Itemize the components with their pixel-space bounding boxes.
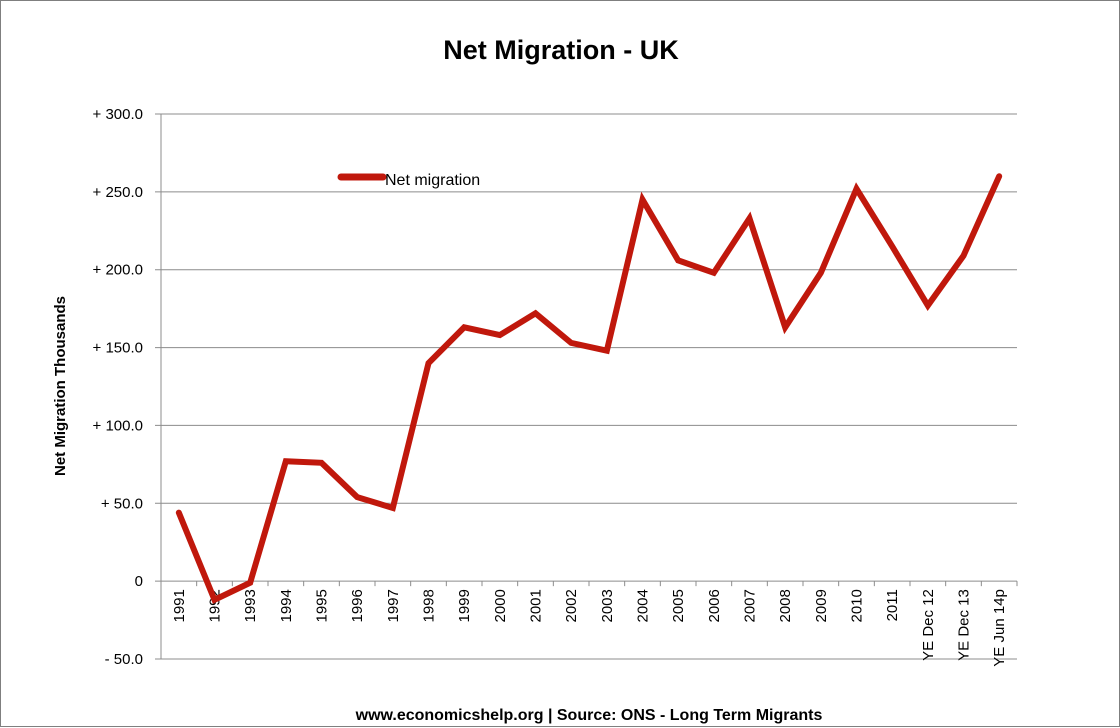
x-tick-label: 1998 — [421, 589, 438, 622]
x-tick-label: 1997 — [385, 589, 402, 622]
data-point — [641, 198, 644, 201]
x-tick-label: 2005 — [670, 589, 687, 622]
x-tick-label: 2004 — [635, 589, 652, 622]
x-tick-label: 1999 — [456, 589, 473, 622]
x-tick-label: YE Dec 13 — [956, 589, 973, 661]
data-point — [498, 334, 501, 337]
data-point — [463, 326, 466, 329]
data-point — [962, 254, 965, 257]
y-tick-label: + 100.0 — [93, 417, 143, 434]
data-point — [712, 271, 715, 274]
x-tick-label: YE Jun 14p — [991, 589, 1008, 667]
y-tick-label: - 50.0 — [105, 651, 143, 668]
y-axis-label: Net Migration Thousands — [52, 296, 69, 476]
y-tick-label: 0 — [135, 573, 143, 590]
x-tick-label: 2009 — [813, 589, 830, 622]
data-point — [855, 187, 858, 190]
data-point — [926, 304, 929, 307]
x-tick-label: 2011 — [884, 589, 901, 621]
footer-source: www.economicshelp.org | Source: ONS - Lo… — [355, 707, 823, 724]
y-tick-label: + 200.0 — [93, 262, 143, 279]
data-point — [427, 362, 430, 365]
y-tick-label: + 50.0 — [101, 495, 143, 512]
data-point — [356, 496, 359, 499]
x-tick-label: 2001 — [528, 589, 545, 622]
data-point — [320, 461, 323, 464]
y-tick-label: + 300.0 — [93, 106, 143, 123]
data-point — [677, 259, 680, 262]
chart-title: Net Migration - UK — [443, 35, 679, 65]
data-point — [570, 341, 573, 344]
data-point — [177, 511, 180, 514]
grid-lines — [155, 113, 1018, 660]
data-point — [249, 581, 252, 584]
x-tick-label: 1994 — [278, 589, 295, 622]
x-tick-label: 2003 — [599, 589, 616, 622]
series-layer — [175, 173, 1003, 604]
data-point — [213, 598, 216, 601]
data-point — [784, 326, 787, 329]
x-tick-label: 1991 — [171, 589, 188, 622]
y-axis-ticks: + 300.0 + 250.0 + 200.0 + 150.0 + 100.0 + 50.… — [93, 106, 143, 668]
x-tick-label: 2006 — [706, 589, 723, 622]
y-tick-label: + 150.0 — [93, 340, 143, 357]
data-point — [998, 175, 1001, 178]
data-point — [819, 271, 822, 274]
x-tick-label: 1996 — [349, 589, 366, 622]
data-point — [891, 245, 894, 248]
x-tick-label: 1995 — [314, 589, 331, 622]
legend-label: Net migration — [385, 172, 480, 189]
x-tick-label: 2002 — [563, 589, 580, 622]
x-tick-label: 2000 — [492, 589, 509, 622]
data-point — [605, 349, 608, 352]
x-tick-label: 1993 — [242, 589, 259, 622]
x-axis-ticks: 1991 1992 1993 1994 1995 1996 1997 1998 1999 2000… — [171, 589, 1008, 667]
x-tick-label: 2007 — [742, 589, 759, 622]
x-tick-label: 2008 — [777, 589, 794, 622]
data-point — [748, 217, 751, 220]
data-point — [284, 460, 287, 463]
x-tick-label: YE Dec 12 — [920, 589, 937, 661]
data-point — [534, 312, 537, 315]
series-line-net-migration — [175, 173, 1003, 604]
x-tick-label: 2010 — [849, 589, 866, 622]
legend: Net migration — [337, 172, 480, 189]
y-tick-label: + 250.0 — [93, 184, 143, 201]
data-point — [391, 506, 394, 509]
